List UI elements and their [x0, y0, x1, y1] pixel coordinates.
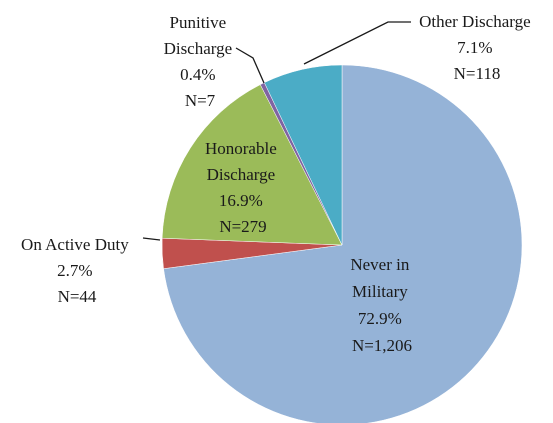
leader-line-other-discharge — [303, 21, 411, 65]
label-honorable-discharge: Honorable Discharge 16.9% N=279 — [205, 139, 281, 236]
label-other-discharge: Other Discharge 7.1% N=118 — [419, 12, 535, 83]
pie-slices — [161, 64, 523, 423]
pie-slice-honorable-discharge — [161, 84, 343, 246]
label-on-active-duty: On Active Duty 2.7% N=44 — [21, 235, 133, 306]
label-punitive-discharge: Punitive Discharge 0.4% N=7 — [164, 13, 237, 110]
label-never-in-military: Never in Military 72.9% N=1,206 — [350, 255, 413, 355]
leader-line-punitive-discharge — [235, 47, 265, 84]
pie-slice-never-in-military — [163, 64, 523, 423]
leader-lines — [142, 21, 411, 241]
leader-line-active-duty — [142, 237, 161, 241]
